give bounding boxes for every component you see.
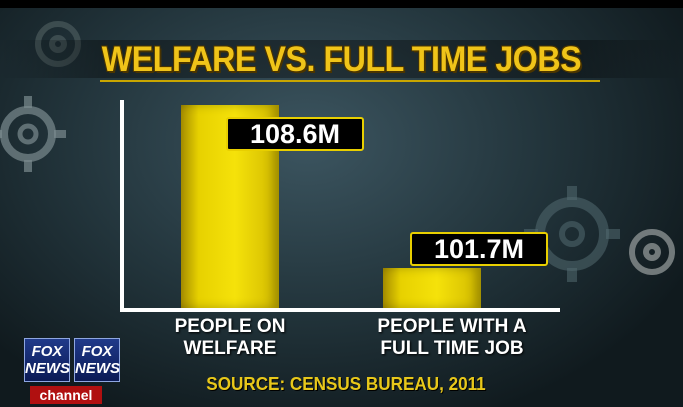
gear-icon bbox=[629, 229, 675, 275]
logo-right: FOX NEWS bbox=[74, 338, 120, 382]
source-note: SOURCE: CENSUS BUREAU, 2011 bbox=[206, 374, 486, 394]
category-label-1: PEOPLE ON WELFARE bbox=[174, 316, 286, 359]
title-underline bbox=[100, 80, 600, 82]
y-axis-line bbox=[120, 100, 124, 312]
title-band bbox=[0, 40, 683, 78]
chart-title: WELFARE VS. FULL TIME JOBS bbox=[101, 40, 582, 79]
bar-value-label-1: 108.6M bbox=[226, 117, 364, 152]
bar-value-label-2: 101.7M bbox=[410, 231, 548, 266]
letterbox-bar bbox=[0, 0, 683, 8]
bar-2 bbox=[383, 267, 481, 308]
fox-news-logo: FOX NEWS FOX NEWS channel bbox=[24, 338, 122, 406]
x-axis-line bbox=[120, 308, 560, 312]
category-label-2: PEOPLE WITH A FULL TIME JOB bbox=[377, 316, 527, 359]
gear-icon bbox=[35, 21, 81, 67]
gear-icon bbox=[0, 96, 66, 172]
logo-left: FOX NEWS bbox=[24, 338, 70, 382]
logo-channel: channel bbox=[30, 386, 102, 404]
